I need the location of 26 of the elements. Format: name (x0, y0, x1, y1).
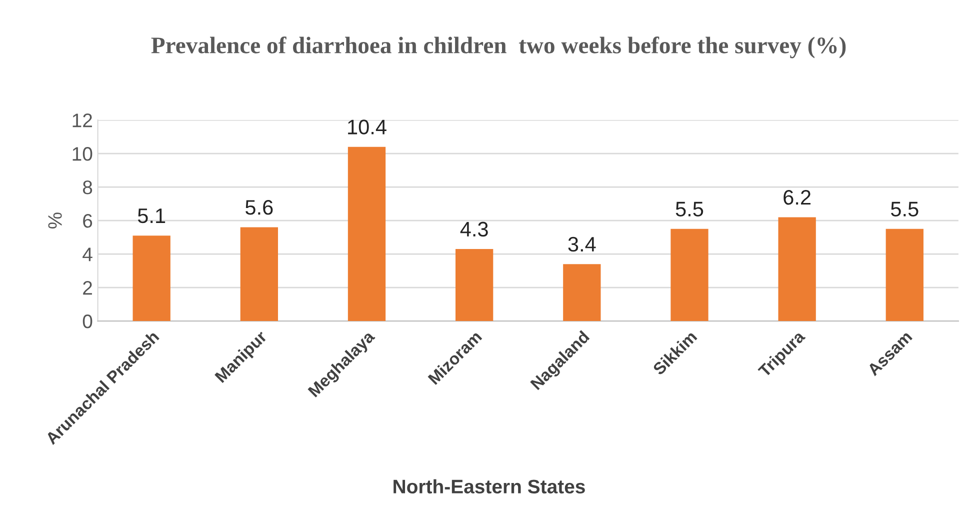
bar (456, 249, 494, 322)
y-tick-label: 12 (72, 114, 92, 128)
data-label: 5.1 (138, 208, 166, 224)
data-label: 3.4 (568, 236, 596, 252)
data-label: 5.6 (246, 200, 273, 215)
y-tick-label: 0 (82, 314, 92, 328)
bar (132, 236, 170, 322)
x-axis-title: North-Eastern States (394, 479, 585, 494)
bar (563, 264, 601, 322)
y-axis-title: % (48, 212, 62, 228)
data-label: 10.4 (348, 120, 386, 134)
bar (240, 227, 278, 322)
data-label: 6.2 (784, 190, 811, 205)
y-tick-label: 10 (72, 147, 92, 161)
data-label: 5.5 (676, 202, 704, 216)
y-tick-label: 4 (82, 248, 92, 262)
bar (670, 228, 708, 322)
bar (886, 228, 924, 322)
chart-title: Prevalence of diarrhoea in children two weeks before the survey (%) (151, 36, 846, 58)
y-tick-label: 6 (83, 214, 92, 228)
y-tick-label: 8 (82, 180, 92, 194)
bar (778, 217, 816, 322)
data-label: 5.5 (891, 202, 918, 216)
data-label: 4.3 (460, 222, 488, 237)
bar (348, 146, 386, 322)
y-tick-label: 2 (83, 281, 92, 295)
